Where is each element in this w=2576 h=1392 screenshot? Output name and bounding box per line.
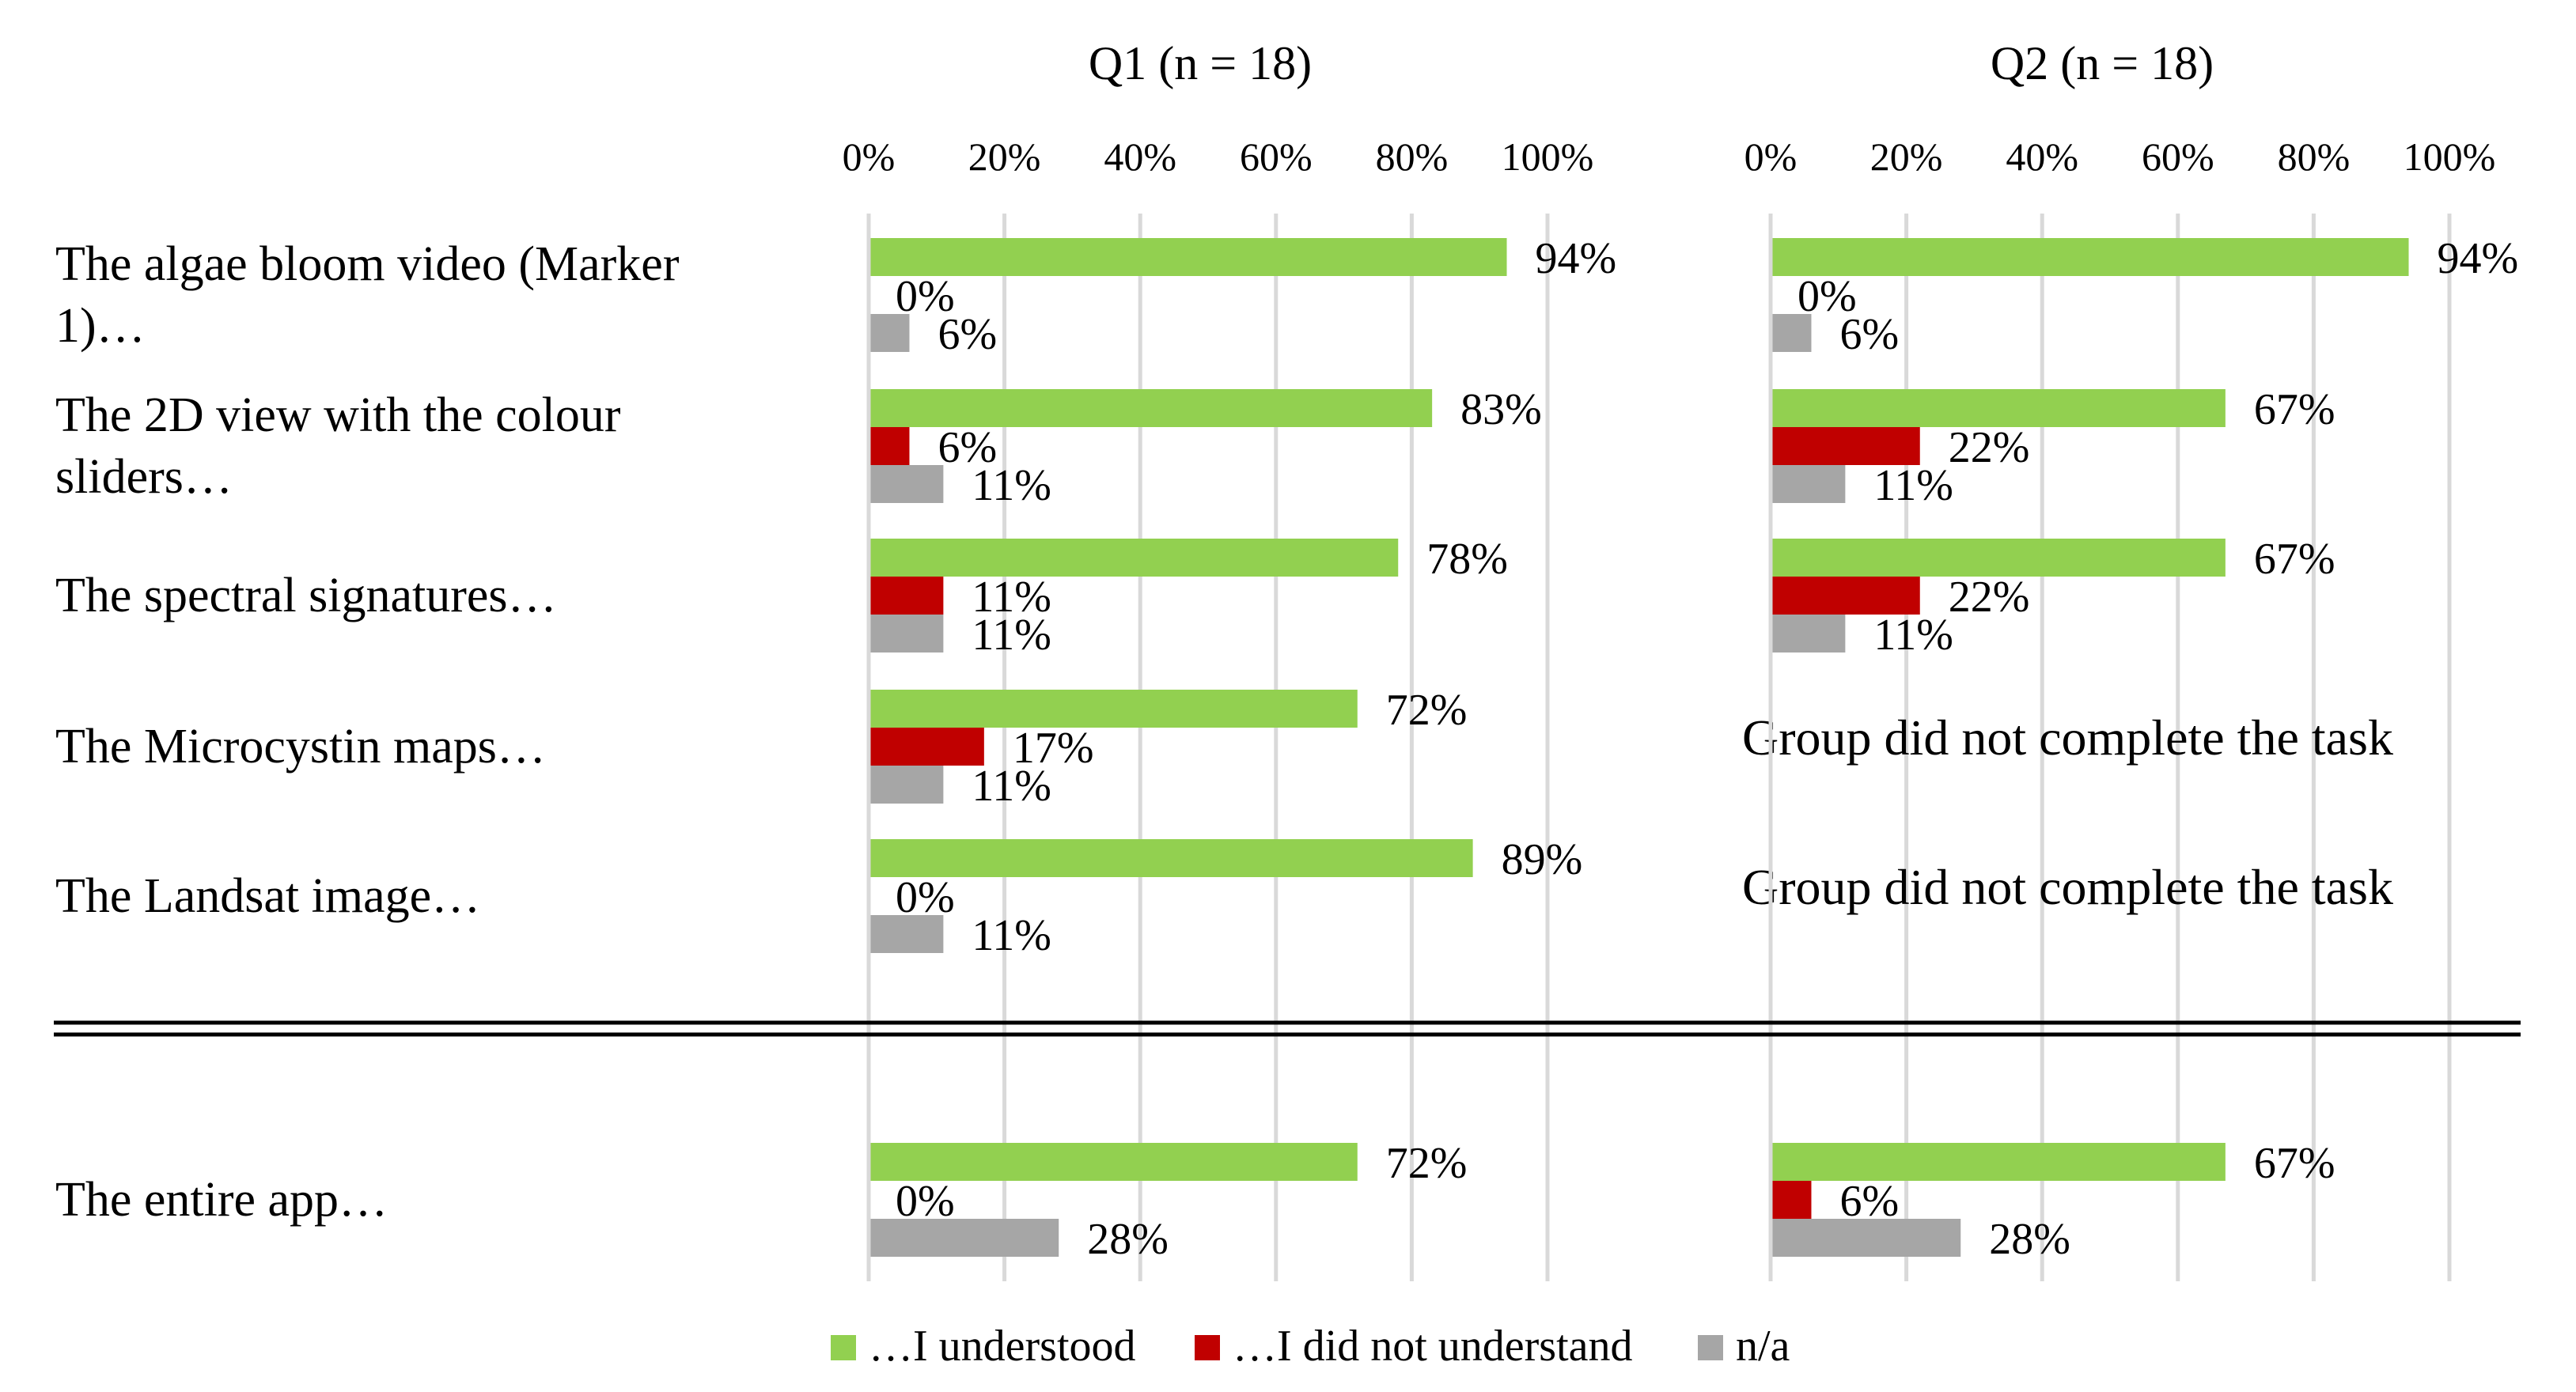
legend-swatch-i-did-not-understand [1195,1335,1220,1360]
bar-p1-i-understood-3 [869,539,1399,577]
x-tick-label-p2-1: 20% [1870,134,1943,179]
bar-p2-i-did-not-understand-2 [1771,427,1920,465]
data-label-p2-i-understood-1: 94% [2438,234,2519,283]
data-label-p1-i-understood-5: 89% [1502,835,1583,884]
data-label-p2-n-a-3: 11% [1873,611,1953,660]
category-label-6: The entire app… [55,1173,388,1227]
bar-p1-i-did-not-understand-2 [869,427,910,465]
category-label-4: The Microcystin maps… [55,720,546,774]
x-tick-label-p2-4: 80% [2278,134,2351,179]
category-label-5: The Landsat image… [55,869,480,923]
x-tick-label-p2-5: 100% [2404,134,2496,179]
bar-p2-i-did-not-understand-6 [1771,1181,1812,1219]
missing-note-p2-5: Group did not complete the task [1742,859,2393,915]
bar-p1-i-understood-2 [869,389,1433,427]
category-label-1-line-1: The algae bloom video (Marker [55,237,680,291]
bar-p1-i-understood-1 [869,238,1507,276]
data-label-p1-i-understood-1: 94% [1536,234,1617,283]
legend-label-i-did-not-understand: …I did not understand [1233,1322,1632,1371]
panel-title-2: Q2 (n = 18) [1991,37,2214,89]
bar-p1-n-a-5 [869,915,944,953]
legend-label-n-a: n/a [1736,1322,1790,1371]
legend-label-i-understood: …I understood [869,1322,1136,1371]
data-label-p2-n-a-2: 11% [1873,461,1953,510]
x-tick-label-p1-4: 80% [1376,134,1449,179]
data-label-p1-i-did-not-understand-4: 17% [1013,724,1094,773]
panel-title-1: Q1 (n = 18) [1089,37,1312,89]
bar-p1-n-a-6 [869,1219,1059,1257]
data-label-p1-i-did-not-understand-6: 0% [896,1177,955,1226]
bar-p2-i-did-not-understand-3 [1771,577,1920,615]
legend-swatch-i-understood [831,1335,856,1360]
bar-p1-n-a-1 [869,314,910,352]
data-label-p2-i-did-not-understand-3: 22% [1949,573,2030,622]
data-label-p1-i-understood-4: 72% [1386,686,1468,735]
bar-p1-n-a-3 [869,615,944,652]
data-label-p1-n-a-5: 11% [972,911,1051,960]
data-label-p2-i-did-not-understand-6: 6% [1839,1177,1899,1226]
x-tick-label-p2-0: 0% [1744,134,1798,179]
bar-p1-i-understood-6 [869,1143,1358,1181]
data-label-p1-i-did-not-understand-2: 6% [938,423,997,472]
bar-p2-n-a-6 [1771,1219,1961,1257]
data-label-p2-i-understood-6: 67% [2254,1139,2335,1188]
data-label-p1-i-did-not-understand-3: 11% [972,573,1051,622]
bar-p2-n-a-2 [1771,465,1846,503]
data-label-p1-i-understood-2: 83% [1460,385,1542,434]
category-label-3: The spectral signatures… [55,569,557,622]
bar-p2-n-a-3 [1771,615,1846,652]
bar-p1-i-understood-5 [869,839,1473,877]
category-label-2-line-1: The 2D view with the colour [55,388,621,442]
data-label-p2-i-understood-3: 67% [2254,535,2335,584]
x-tick-label-p2-3: 60% [2142,134,2214,179]
bar-p2-i-understood-1 [1771,238,2409,276]
bar-p1-n-a-2 [869,465,944,503]
data-label-p2-i-understood-2: 67% [2254,385,2335,434]
missing-note-p2-4: Group did not complete the task [1742,709,2393,766]
data-label-p1-n-a-4: 11% [972,762,1051,811]
bar-p2-n-a-1 [1771,314,1812,352]
category-label-1-line-2: 1)… [55,299,146,353]
bar-p1-n-a-4 [869,766,944,804]
bar-p1-i-did-not-understand-3 [869,577,944,615]
category-label-2-line-2: sliders… [55,450,233,504]
x-tick-label-p1-2: 40% [1104,134,1176,179]
data-label-p2-n-a-6: 28% [1989,1215,2070,1264]
x-tick-label-p1-0: 0% [843,134,896,179]
bar-p2-i-understood-3 [1771,539,2226,577]
x-tick-label-p1-5: 100% [1502,134,1594,179]
data-label-p1-n-a-2: 11% [972,461,1051,510]
bar-p2-i-understood-2 [1771,389,2226,427]
data-label-p1-i-understood-6: 72% [1386,1139,1468,1188]
bar-p2-i-understood-6 [1771,1143,2226,1181]
bar-p1-i-did-not-understand-4 [869,728,984,766]
data-label-p1-n-a-6: 28% [1087,1215,1169,1264]
bar-p1-i-understood-4 [869,690,1358,728]
x-tick-label-p2-2: 40% [2006,134,2078,179]
data-label-p1-i-did-not-understand-1: 0% [896,272,955,321]
data-label-p1-i-did-not-understand-5: 0% [896,873,955,922]
data-label-p2-n-a-1: 6% [1839,310,1899,359]
data-label-p2-i-did-not-understand-2: 22% [1949,423,2030,472]
x-tick-label-p1-1: 20% [968,134,1041,179]
data-label-p1-n-a-3: 11% [972,611,1051,660]
data-label-p1-i-understood-3: 78% [1426,535,1508,584]
data-label-p1-n-a-1: 6% [938,310,997,359]
x-tick-label-p1-3: 60% [1240,134,1313,179]
legend-swatch-n-a [1698,1335,1723,1360]
data-label-p2-i-did-not-understand-1: 0% [1798,272,1857,321]
